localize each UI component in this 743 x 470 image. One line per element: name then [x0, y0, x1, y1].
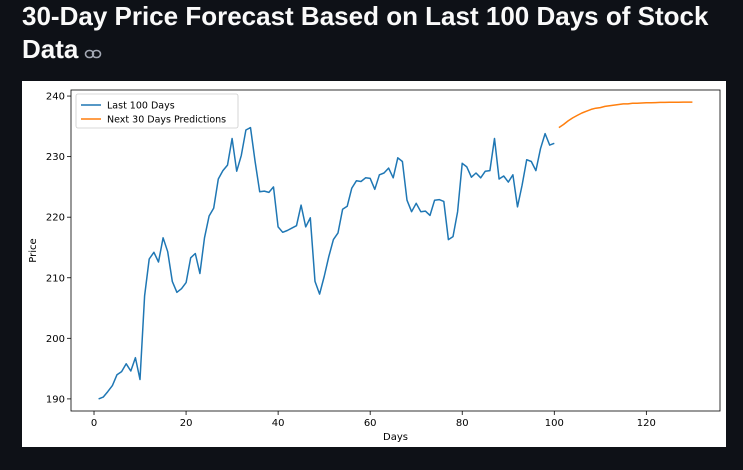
x-tick-label: 20	[180, 418, 193, 429]
x-tick-label: 100	[545, 418, 564, 429]
series-line-2	[558, 101, 693, 129]
page-title: 30-Day Price Forecast Based on Last 100 …	[22, 0, 722, 68]
chart-container: 0 20 40 60 80 100 120 190 200 210 220 230 240 Days Pri…	[22, 81, 726, 447]
legend-label-1: Last 100 Days	[107, 101, 175, 112]
y-tick-label: 220	[46, 213, 65, 224]
y-tick-label: 200	[46, 334, 65, 345]
x-axis-label: Days	[383, 432, 408, 443]
x-tick-label: 0	[91, 418, 97, 429]
forecast-line-chart: 0 20 40 60 80 100 120 190 200 210 220 230 240 Days Pri…	[28, 89, 721, 443]
y-tick-label: 210	[46, 273, 65, 284]
link-icon[interactable]	[84, 35, 102, 68]
x-tick-label: 60	[364, 418, 377, 429]
page-title-text: 30-Day Price Forecast Based on Last 100 …	[22, 1, 709, 64]
y-tick-label: 230	[46, 152, 65, 163]
x-tick-label: 40	[272, 418, 285, 429]
x-tick-label: 80	[456, 418, 469, 429]
series-line-1	[98, 126, 555, 400]
legend-label-2: Next 30 Days Predictions	[107, 115, 226, 126]
legend-box	[75, 93, 239, 129]
y-axis-label: Price	[28, 238, 39, 262]
x-tick-label: 120	[637, 418, 656, 429]
y-tick-label: 240	[46, 92, 65, 103]
plot-area-frame	[70, 89, 721, 412]
y-tick-label: 190	[46, 394, 65, 405]
